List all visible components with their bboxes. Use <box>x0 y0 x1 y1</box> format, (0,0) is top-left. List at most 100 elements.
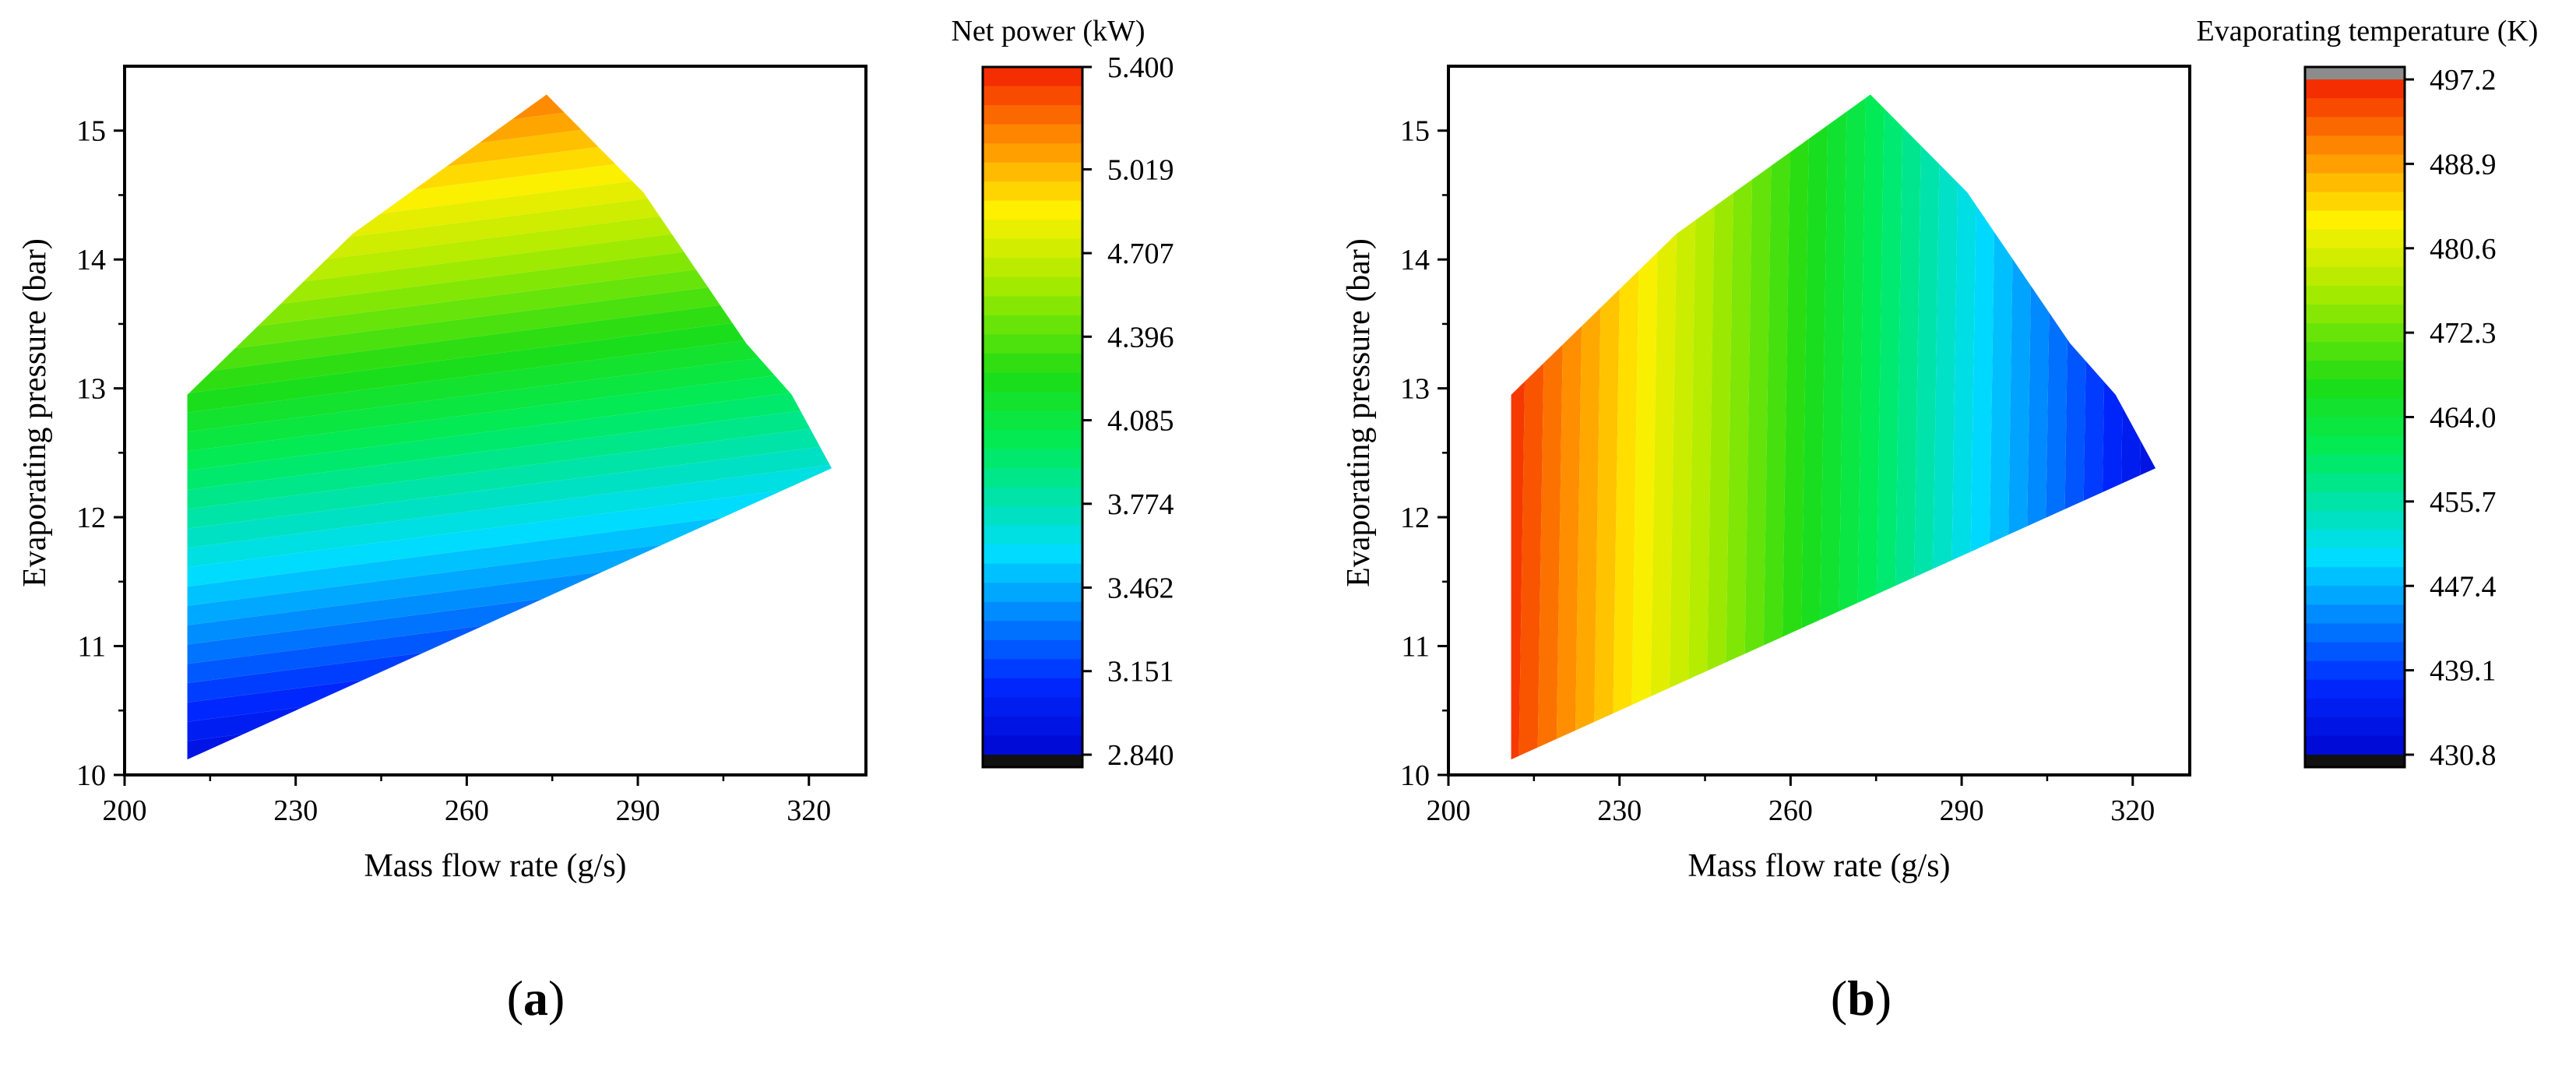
colorbar-level <box>983 220 1082 240</box>
contour-band <box>1835 94 1867 760</box>
colorbar-level <box>2305 342 2405 361</box>
contour-band <box>187 305 832 417</box>
panel-label-b: (b) <box>1831 970 1892 1026</box>
colorbar-underflow-a <box>983 755 1082 767</box>
colorbar-level <box>2305 698 2405 718</box>
contour-band <box>1742 94 1773 760</box>
colorbar-tick-label-a: 2.840 <box>1107 739 1174 772</box>
colorbar-level <box>2305 266 2405 287</box>
y-tick-label-b: 14 <box>1400 244 1430 276</box>
colorbar-level <box>2305 210 2405 231</box>
contour-band <box>1705 94 1736 760</box>
contour-band <box>187 441 832 553</box>
colorbar-tick-label-b: 497.2 <box>2430 64 2497 97</box>
colorbar-level <box>983 410 1082 431</box>
colorbar-level <box>983 296 1082 316</box>
colorbar-level <box>2305 660 2405 681</box>
colorbar-level <box>983 449 1082 469</box>
colorbar-level <box>2305 98 2405 118</box>
colorbar-tick-label-a: 4.396 <box>1107 321 1174 354</box>
x-tick-label-b: 200 <box>1427 794 1471 827</box>
colorbar-tick-label-b: 455.7 <box>2430 486 2497 519</box>
x-tick-label-a: 260 <box>445 794 489 827</box>
colorbar-level <box>983 506 1082 526</box>
contour-band <box>1817 94 1848 760</box>
plot-area-a: 200 230 260 290 320 10 11 12 13 14 15 <box>76 65 867 827</box>
colorbar-level <box>983 353 1082 374</box>
contour-band <box>1798 94 1829 760</box>
y-tick-label-a: 13 <box>76 373 106 406</box>
colorbar-level <box>983 468 1082 488</box>
contour-band <box>1779 94 1811 760</box>
colorbar-level <box>983 544 1082 565</box>
colorbar-tick-label-a: 5.400 <box>1107 51 1174 84</box>
x-tick-label-a: 200 <box>103 794 147 827</box>
colorbar-level <box>983 430 1082 450</box>
colorbar-level <box>983 601 1082 622</box>
contour-band <box>1686 94 1717 760</box>
colorbar-level <box>2305 735 2405 755</box>
colorbar-tick-label-a: 4.085 <box>1107 405 1174 438</box>
colorbar-level <box>2305 642 2405 662</box>
y-tick-label-b: 15 <box>1400 115 1430 148</box>
panel-b: 200 230 260 290 320 10 11 12 13 14 15 Mass flow ra… <box>1341 15 2538 1026</box>
y-tick-label-a: 10 <box>76 759 106 792</box>
colorbar-level <box>2305 398 2405 418</box>
contour-band <box>1667 94 1698 760</box>
contour-band <box>187 479 832 591</box>
panel-letter-a: a <box>523 970 548 1026</box>
colorbar-underflow-b <box>2305 755 2405 767</box>
colorbar-tick-label-a: 3.774 <box>1107 488 1174 521</box>
y-tick-label-b: 12 <box>1400 502 1430 534</box>
colorbar-level <box>983 678 1082 699</box>
colorbar-title-a: Net power (kW) <box>951 15 1145 48</box>
x-tick-label-b: 320 <box>2110 794 2155 827</box>
colorbar-level <box>2305 586 2405 605</box>
colorbar-level <box>2305 323 2405 343</box>
colorbar-frame-a <box>981 65 1084 769</box>
plot-area-b: 200 230 260 290 320 10 11 12 13 14 15 <box>1400 65 2191 827</box>
colorbar-level <box>2305 717 2405 737</box>
colorbar-level <box>983 659 1082 679</box>
panel-a: 200 230 260 290 320 10 11 12 13 14 15 Mass flow ra… <box>17 15 1174 1026</box>
colorbar-level <box>983 334 1082 354</box>
colorbar-tick-label-a: 3.151 <box>1107 656 1174 688</box>
contour-band <box>187 344 832 456</box>
colorbar-title-b: Evaporating temperature (K) <box>2197 15 2539 48</box>
colorbar-level <box>983 258 1082 278</box>
x-tick-label-b: 290 <box>1940 794 1984 827</box>
x-tick-label-a: 230 <box>273 794 318 827</box>
x-tick-label-a: 290 <box>616 794 660 827</box>
colorbar-level <box>983 583 1082 603</box>
colorbar-tick-label-a: 4.707 <box>1107 238 1174 270</box>
colorbar-level <box>2305 229 2405 249</box>
colorbar-level <box>2305 248 2405 268</box>
colorbar-level <box>2305 510 2405 530</box>
y-tick-label-b: 13 <box>1400 373 1430 406</box>
colorbar-level <box>2305 136 2405 155</box>
x-tick-label-a: 320 <box>787 794 831 827</box>
x-axis-label-b: Mass flow rate (g/s) <box>1687 848 1950 884</box>
colorbar-level <box>983 639 1082 660</box>
colorbar-level <box>983 86 1082 106</box>
panel-label-a: (a) <box>507 970 565 1026</box>
colorbar-tick-label-a: 3.462 <box>1107 572 1174 604</box>
colorbar-level <box>983 238 1082 259</box>
contour-band <box>187 286 832 398</box>
colorbar-level <box>2305 305 2405 324</box>
colorbar-level <box>983 105 1082 125</box>
colorbar-level <box>983 525 1082 545</box>
contour-band <box>187 421 832 534</box>
colorbar-level <box>2305 473 2405 493</box>
contour-band <box>187 325 832 437</box>
contour-band <box>187 363 832 475</box>
contour-band <box>187 266 832 379</box>
colorbar-tick-label-a: 5.019 <box>1107 153 1174 186</box>
colorbar-tick-label-b: 439.1 <box>2430 655 2497 688</box>
colorbar-level <box>2305 117 2405 136</box>
colorbar-level <box>2305 379 2405 400</box>
colorbar-level <box>983 67 1082 87</box>
colorbar-level <box>983 621 1082 641</box>
colorbar-tick-label-b: 472.3 <box>2430 317 2497 350</box>
